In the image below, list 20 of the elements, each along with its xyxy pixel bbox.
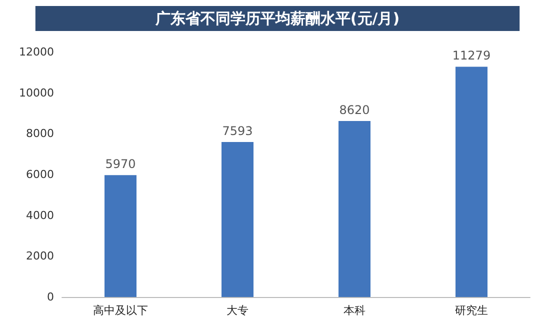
x-tick-label: 研究生 — [455, 304, 488, 317]
y-tick-label: 8000 — [26, 127, 54, 140]
bar — [456, 66, 488, 297]
y-tick-label: 6000 — [26, 168, 54, 181]
chart-title: 广东省不同学历平均薪酬水平(元/月) — [154, 10, 400, 28]
bar — [222, 142, 254, 297]
data-label: 5970 — [105, 157, 136, 172]
bar — [338, 121, 370, 297]
x-tick-label: 本科 — [344, 304, 366, 317]
data-label: 11279 — [452, 48, 491, 63]
data-label: 8620 — [339, 103, 370, 118]
data-label: 7593 — [222, 124, 253, 138]
bar — [104, 175, 136, 297]
x-tick-label: 大专 — [226, 304, 248, 317]
y-tick-label: 0 — [47, 290, 54, 304]
y-tick-label: 10000 — [19, 86, 54, 100]
y-tick-label: 2000 — [26, 250, 54, 263]
y-tick-label: 4000 — [26, 208, 54, 222]
x-tick-label: 高中及以下 — [93, 304, 148, 317]
y-tick-label: 12000 — [19, 46, 54, 58]
